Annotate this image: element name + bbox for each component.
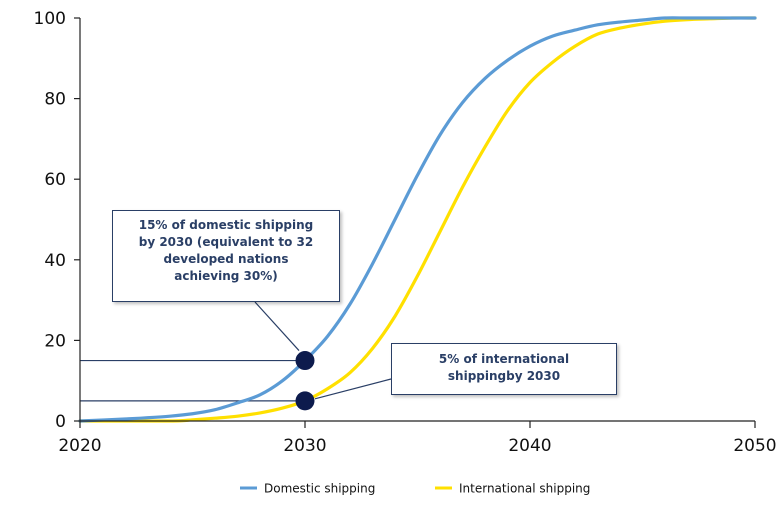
- leader-international: [314, 378, 392, 400]
- highlight-point-0: [295, 351, 315, 371]
- annotation-domestic: 15% of domestic shipping by 2030 (equiva…: [112, 210, 340, 302]
- series-line-0: [78, 16, 757, 423]
- x-tick-label-0: 2020: [58, 436, 101, 456]
- annotation-international-line-1: 5% of international: [438, 352, 570, 366]
- legend: Domestic shipping International shipping: [240, 482, 590, 496]
- x-tick-label-3: 2050: [733, 436, 776, 456]
- highlight-point-1: [295, 391, 315, 411]
- y-tick-label-4: 80: [44, 90, 66, 110]
- annotation-domestic-line-2: by 2030 (equivalent to 32: [138, 235, 314, 249]
- annotation-domestic-line-3: developed nations: [163, 252, 289, 266]
- legend-label-0: Domestic shipping: [264, 482, 375, 496]
- series-lines: [78, 16, 757, 423]
- axes: [74, 17, 756, 428]
- y-tick-label-5: 100: [34, 9, 66, 29]
- x-tick-label-2: 2040: [508, 436, 551, 456]
- annotation-international-line-2: shippingby 2030: [447, 369, 561, 383]
- highlight-points: [295, 351, 315, 411]
- y-tick-label-0: 0: [55, 412, 66, 432]
- annotation-domestic-line-1: 15% of domestic shipping: [138, 218, 314, 232]
- reference-lines: [80, 359, 305, 402]
- annotation-international: 5% of international shippingby 2030: [391, 343, 617, 395]
- annotation-leaders: [254, 301, 392, 400]
- legend-label-1: International shipping: [459, 482, 590, 496]
- leader-domestic: [254, 301, 300, 351]
- series-line-1: [78, 16, 757, 423]
- x-tick-label-1: 2030: [283, 436, 326, 456]
- y-tick-label-3: 60: [44, 170, 66, 190]
- y-tick-label-2: 40: [44, 251, 66, 271]
- annotation-domestic-line-4: achieving 30%): [174, 269, 278, 283]
- y-tick-label-1: 20: [44, 331, 66, 351]
